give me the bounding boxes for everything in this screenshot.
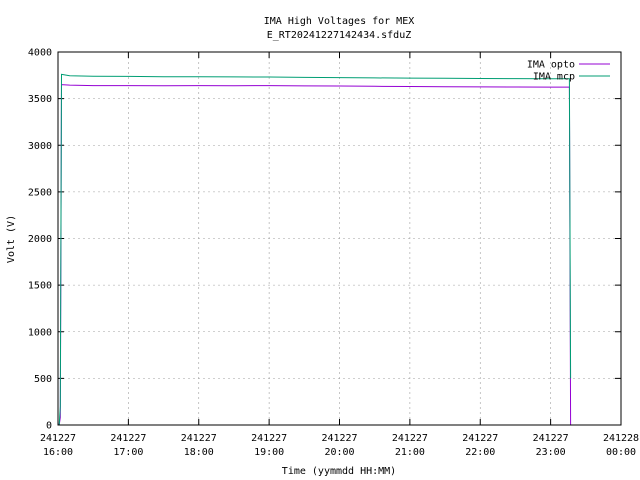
x-tick-time: 19:00 — [254, 447, 284, 458]
y-tick-label: 3000 — [28, 141, 52, 152]
x-tick-time: 00:00 — [606, 447, 636, 458]
x-tick-time: 22:00 — [465, 447, 495, 458]
x-tick-date: 241227 — [462, 433, 498, 444]
x-tick-time: 23:00 — [536, 447, 566, 458]
x-tick-date: 241227 — [110, 433, 146, 444]
series-line-ima-opto — [58, 84, 572, 426]
x-tick-time: 21:00 — [395, 447, 425, 458]
x-tick-date: 241227 — [181, 433, 217, 444]
y-tick-label: 1500 — [28, 281, 52, 292]
chart-title: IMA High Voltages for MEX — [264, 16, 415, 27]
x-tick-date: 241227 — [392, 433, 428, 444]
x-axis-ticks: 241227 16:00 241227 17:00 241227 18:00 241227 1… — [40, 52, 639, 458]
y-tick-label: 2000 — [28, 234, 52, 245]
x-tick-date: 241228 — [603, 433, 639, 444]
y-axis-label: Volt (V) — [6, 215, 17, 263]
y-axis-ticks: 0 500 1000 1500 2000 2500 3000 3500 4000 — [28, 48, 621, 432]
x-tick-time: 17:00 — [113, 447, 143, 458]
plot-border — [57, 51, 622, 426]
grid-lines — [58, 52, 621, 425]
x-tick-date: 241227 — [251, 433, 287, 444]
y-tick-label: 500 — [34, 374, 52, 385]
legend-label-ima-mcp: IMA mcp — [533, 72, 575, 83]
y-tick-label: 1000 — [28, 327, 52, 338]
y-tick-label: 2500 — [28, 187, 52, 198]
y-tick-label: 3500 — [28, 94, 52, 105]
series-line-ima-mcp — [58, 73, 572, 426]
y-tick-label: 0 — [46, 421, 52, 432]
x-tick-time: 20:00 — [324, 447, 354, 458]
x-tick-date: 241227 — [533, 433, 569, 444]
x-tick-date: 241227 — [321, 433, 357, 444]
x-tick-time: 16:00 — [43, 447, 73, 458]
y-tick-label: 4000 — [28, 48, 52, 59]
series-lines — [58, 73, 572, 426]
chart-subtitle: E_RT20241227142434.sfduZ — [267, 30, 412, 41]
x-tick-date: 241227 — [40, 433, 76, 444]
legend-label-ima-opto: IMA opto — [527, 60, 575, 71]
x-axis-label: Time (yymmdd HH:MM) — [282, 466, 396, 477]
x-tick-time: 18:00 — [184, 447, 214, 458]
